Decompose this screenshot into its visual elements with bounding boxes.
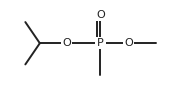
Text: O: O <box>124 38 133 48</box>
Text: O: O <box>96 10 105 20</box>
Text: P: P <box>97 38 104 48</box>
Text: O: O <box>63 38 71 48</box>
